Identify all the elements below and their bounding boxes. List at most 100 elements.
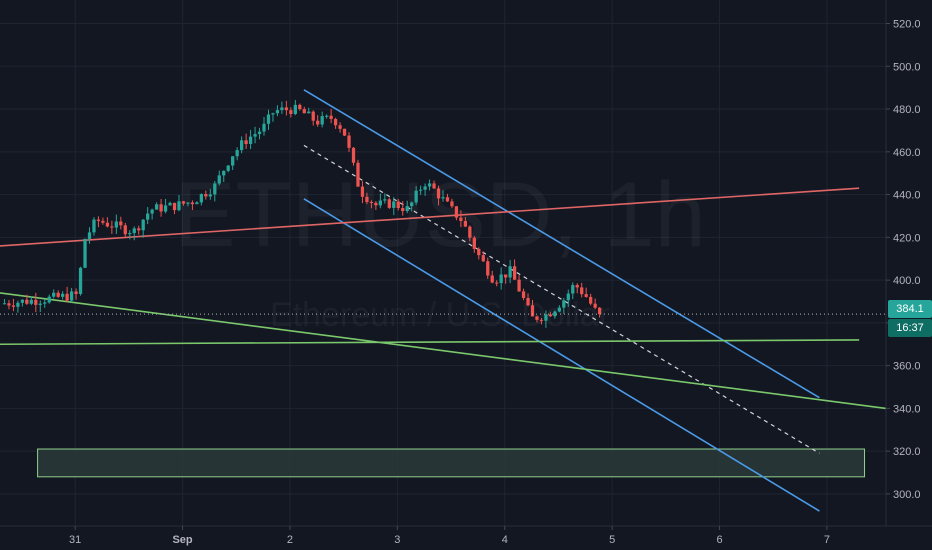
trendline-support-descending[interactable] bbox=[0, 292, 887, 410]
candle-body bbox=[74, 291, 78, 294]
candle-body bbox=[512, 266, 517, 280]
candle-body bbox=[128, 233, 132, 235]
candle-body bbox=[517, 279, 521, 292]
price-tick-label: 440.0 bbox=[893, 190, 921, 202]
time-tick-label: 3 bbox=[394, 534, 400, 546]
candle-body bbox=[280, 107, 284, 111]
drawings[interactable] bbox=[0, 89, 887, 512]
time-tick-label: 31 bbox=[69, 534, 81, 546]
time-tick-label: Sep bbox=[172, 534, 192, 546]
candle-body bbox=[311, 111, 315, 121]
candle-body bbox=[154, 204, 159, 210]
candle-body bbox=[463, 220, 468, 227]
candle-body bbox=[298, 104, 302, 110]
demand-zone[interactable] bbox=[37, 448, 866, 478]
candle-body bbox=[163, 205, 168, 212]
candle-body bbox=[293, 104, 297, 115]
price-tick-label: 400.0 bbox=[893, 275, 921, 287]
trendline-channel-lower[interactable] bbox=[303, 198, 820, 512]
candle-body bbox=[387, 199, 391, 208]
candle-body bbox=[486, 261, 490, 276]
price-tick-label: 520.0 bbox=[893, 19, 921, 31]
price-tick-label: 300.0 bbox=[893, 489, 921, 501]
candle-body bbox=[38, 303, 42, 305]
candle-body bbox=[172, 202, 177, 211]
candle-body bbox=[597, 307, 602, 315]
candle-body bbox=[96, 219, 101, 221]
candle-body bbox=[530, 305, 535, 317]
candle-body bbox=[231, 156, 235, 166]
candle-body bbox=[495, 282, 499, 284]
bar-countdown-badge: 16:37 bbox=[888, 319, 932, 337]
time-tick-label: 7 bbox=[824, 534, 830, 546]
candle-body bbox=[472, 237, 476, 249]
time-scale[interactable] bbox=[0, 526, 886, 550]
candle-body bbox=[248, 136, 253, 144]
candle-body bbox=[418, 189, 423, 191]
candle-body bbox=[266, 114, 271, 124]
candle-body bbox=[29, 299, 33, 304]
time-axis[interactable]: 31 Sep 2 3 4 5 6 7 bbox=[0, 525, 932, 546]
candle-body bbox=[47, 296, 51, 303]
candle-body bbox=[593, 303, 597, 308]
price-tick-label: 420.0 bbox=[893, 232, 921, 244]
candle-body bbox=[580, 287, 584, 295]
candle-body bbox=[186, 202, 190, 204]
candle-body bbox=[356, 162, 360, 187]
candle-body bbox=[2, 303, 7, 305]
candle-body bbox=[253, 134, 257, 137]
candle-body bbox=[101, 220, 105, 223]
price-tick-label: 340.0 bbox=[893, 403, 921, 415]
candle-body bbox=[329, 115, 333, 119]
candle-body bbox=[119, 221, 123, 226]
candle-body bbox=[392, 201, 396, 208]
candle-body bbox=[222, 170, 226, 176]
time-tick-label: 4 bbox=[502, 534, 508, 546]
candle-body bbox=[25, 299, 29, 304]
candle-body bbox=[302, 109, 306, 114]
candle-body bbox=[123, 225, 127, 235]
candle-body bbox=[114, 221, 118, 228]
candle-body bbox=[235, 150, 239, 157]
candle-body bbox=[401, 208, 405, 212]
demand-zone-rect[interactable] bbox=[37, 448, 866, 478]
candle-body bbox=[454, 206, 459, 218]
candle-body bbox=[132, 228, 136, 234]
candle-body bbox=[226, 165, 230, 171]
candle-body bbox=[52, 292, 56, 297]
trendline-support-flat[interactable] bbox=[0, 339, 860, 346]
candle-body bbox=[65, 293, 69, 301]
trendline-channel-upper[interactable] bbox=[303, 89, 820, 399]
candle-body bbox=[342, 128, 347, 136]
candle-body bbox=[468, 226, 472, 238]
candle-body bbox=[307, 111, 311, 114]
candle-body bbox=[204, 194, 208, 197]
candle-body bbox=[374, 202, 378, 206]
candle-body bbox=[414, 190, 418, 203]
price-scale[interactable] bbox=[886, 0, 932, 526]
candle-body bbox=[262, 123, 266, 132]
candle-body bbox=[34, 299, 38, 305]
candle-body bbox=[504, 274, 508, 278]
price-tick-label: 500.0 bbox=[893, 61, 921, 73]
last-price-badge: 384.1 bbox=[888, 300, 932, 318]
candle-body bbox=[217, 175, 221, 184]
candle-body bbox=[450, 201, 454, 207]
candle-body bbox=[137, 228, 141, 231]
candle-body bbox=[316, 120, 320, 125]
candle-body bbox=[244, 140, 248, 144]
watermark-description: Ethereum / U.S. Dollar bbox=[270, 296, 610, 334]
grid bbox=[0, 0, 886, 526]
candle-body bbox=[146, 213, 150, 220]
price-axis[interactable]: 300.0320.0340.0360.0380.0400.0420.0440.0… bbox=[885, 0, 921, 526]
candle-body bbox=[369, 201, 374, 203]
candle-body bbox=[526, 297, 530, 306]
price-tick-label: 320.0 bbox=[893, 446, 921, 458]
candle-body bbox=[557, 307, 561, 312]
candle-body bbox=[43, 302, 47, 304]
candle-body bbox=[553, 311, 557, 317]
candle-body bbox=[195, 202, 199, 205]
candle-body bbox=[284, 107, 289, 111]
candle-body bbox=[199, 194, 204, 203]
